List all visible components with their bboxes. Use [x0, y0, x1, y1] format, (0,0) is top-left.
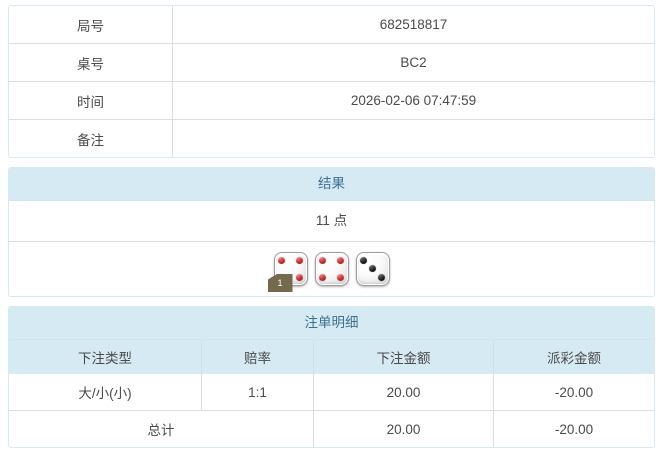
info-value-round-no: 682518817: [172, 6, 654, 44]
cell-payout: -20.00: [493, 374, 654, 411]
column-header-odds: 赔率: [201, 340, 314, 374]
die-pip: [360, 256, 368, 264]
table-header-row: 下注类型 赔率 下注金额 派彩金额: [9, 340, 654, 374]
die-pip: [278, 256, 286, 264]
die-pip: [368, 265, 376, 273]
cell-odds: 1:1: [201, 374, 314, 411]
info-label-time: 时间: [9, 81, 173, 120]
info-label-remark: 备注: [9, 119, 173, 157]
info-value-table-no: BC2: [172, 43, 654, 82]
table-row: 大/小(小) 1:1 20.00 -20.00: [9, 374, 654, 411]
info-label-round-no: 局号: [9, 6, 173, 44]
info-value-remark: [172, 119, 654, 157]
cell-total-payout: -20.00: [493, 410, 654, 447]
die-pip: [336, 256, 344, 264]
result-section-header: 结果: [9, 168, 654, 201]
die-pip: [377, 274, 385, 282]
cell-total-label: 总计: [9, 410, 314, 447]
bet-record-page: 局号 682518817 桌号 BC2 时间 2026-02-06 07:47:…: [0, 5, 663, 462]
column-header-bet-type: 下注类型: [9, 340, 202, 374]
table-total-row: 总计 20.00 -20.00: [9, 410, 654, 447]
bet-detail-panel: 注单明细 下注类型 赔率 下注金额 派彩金额 大/小(小) 1:1 20.00 …: [8, 306, 655, 448]
info-label-table-no: 桌号: [9, 43, 173, 82]
info-value-time: 2026-02-06 07:47:59: [172, 81, 654, 120]
cell-bet-type: 大/小(小): [9, 374, 202, 411]
die-2: [314, 252, 349, 286]
column-header-payout: 派彩金额: [493, 340, 654, 374]
table-row: 局号 682518817: [9, 6, 654, 44]
die-pip: [336, 274, 344, 282]
cell-stake: 20.00: [313, 374, 494, 411]
die-pip: [319, 256, 327, 264]
table-row: 备注: [9, 119, 654, 157]
result-points-text: 11 点: [9, 201, 654, 242]
die-pip: [319, 274, 327, 282]
bet-detail-section-header: 注单明细: [9, 307, 654, 340]
die-pip: [295, 256, 303, 264]
round-info-table: 局号 682518817 桌号 BC2 时间 2026-02-06 07:47:…: [9, 6, 654, 157]
die-pip: [295, 274, 303, 282]
die-index-badge: 1: [267, 274, 293, 292]
die-1: 1: [267, 252, 308, 292]
table-row: 桌号 BC2: [9, 43, 654, 82]
dice-row: 1: [9, 242, 654, 296]
column-header-stake: 下注金额: [313, 340, 494, 374]
result-panel: 结果 11 点 1: [8, 167, 655, 297]
round-info-panel: 局号 682518817 桌号 BC2 时间 2026-02-06 07:47:…: [8, 5, 655, 158]
bet-detail-table: 下注类型 赔率 下注金额 派彩金额 大/小(小) 1:1 20.00 -20.0…: [9, 340, 654, 447]
table-row: 时间 2026-02-06 07:47:59: [9, 81, 654, 120]
cell-total-stake: 20.00: [313, 410, 494, 447]
die-3: [355, 252, 390, 286]
